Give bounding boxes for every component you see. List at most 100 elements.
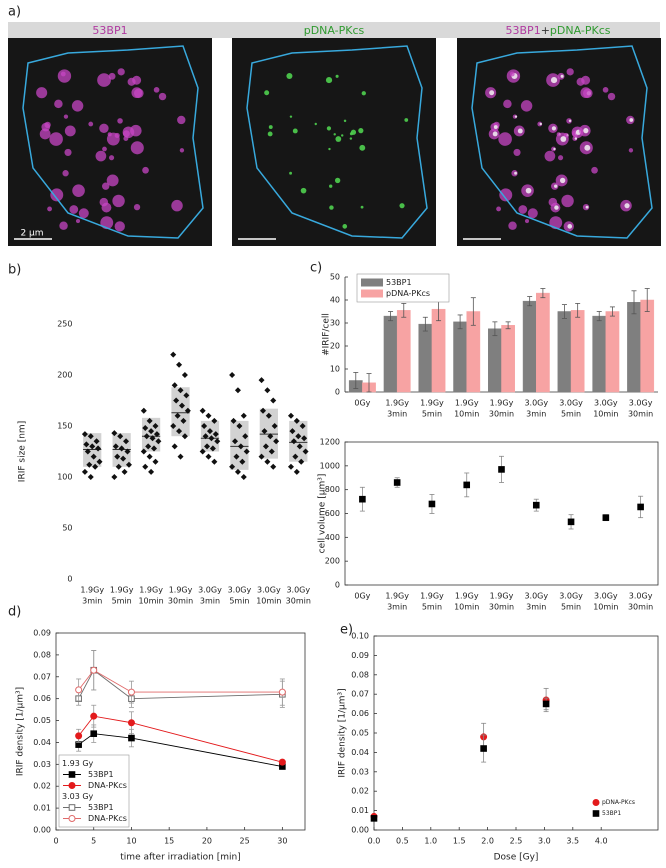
y-tick-label: 0 bbox=[335, 581, 340, 590]
focus bbox=[117, 118, 123, 124]
legend-label: pDNA-PKcs bbox=[386, 289, 430, 298]
x-tick-label: 3.0Gy bbox=[286, 586, 310, 595]
focus bbox=[560, 136, 567, 142]
marker bbox=[115, 463, 122, 470]
marker bbox=[89, 443, 96, 450]
focus bbox=[514, 115, 518, 118]
image-background bbox=[232, 38, 436, 246]
marker bbox=[93, 438, 100, 445]
marker bbox=[239, 458, 246, 465]
x-tick-label: 5min bbox=[229, 597, 249, 606]
focus bbox=[544, 150, 556, 162]
marker bbox=[270, 463, 277, 470]
focus bbox=[268, 125, 273, 129]
marker bbox=[75, 732, 83, 740]
marker bbox=[114, 453, 121, 460]
marker bbox=[267, 433, 274, 440]
focus bbox=[359, 144, 366, 151]
marker bbox=[212, 431, 219, 438]
marker bbox=[199, 448, 206, 455]
marker bbox=[205, 412, 212, 419]
marker bbox=[68, 815, 76, 822]
y-tick-label: 0.06 bbox=[33, 694, 51, 703]
x-tick-label: 5 bbox=[91, 837, 96, 846]
focus bbox=[576, 77, 585, 86]
focus bbox=[335, 74, 339, 78]
cell-outline bbox=[22, 45, 204, 239]
x-axis-label: time after irradiation [min] bbox=[120, 853, 240, 863]
focus bbox=[60, 71, 66, 77]
marker bbox=[428, 500, 436, 508]
focus bbox=[99, 123, 109, 134]
focus bbox=[267, 131, 273, 137]
x-tick-label: 3.0Gy bbox=[629, 592, 653, 601]
focus bbox=[567, 224, 573, 229]
x-tick-label: 3.0Gy bbox=[524, 592, 548, 601]
title-part: + bbox=[541, 24, 550, 37]
focus bbox=[102, 182, 110, 190]
y-tick-label: 0.00 bbox=[33, 826, 51, 835]
panel-label: b) bbox=[8, 263, 21, 278]
bar bbox=[640, 299, 655, 393]
marker bbox=[262, 443, 269, 450]
bar bbox=[501, 325, 515, 393]
marker bbox=[278, 758, 286, 766]
marker bbox=[140, 448, 147, 455]
marker bbox=[176, 361, 183, 368]
bar bbox=[418, 323, 433, 393]
marker bbox=[567, 518, 575, 526]
x-tick-label: 1.9Gy bbox=[110, 586, 134, 595]
y-tick-label: 0.08 bbox=[33, 650, 51, 659]
marker bbox=[87, 433, 94, 440]
x-tick-label: 0.0 bbox=[368, 837, 381, 846]
marker bbox=[171, 382, 178, 389]
focus bbox=[117, 68, 125, 76]
bar bbox=[383, 315, 398, 393]
focus bbox=[88, 121, 94, 127]
x-tick-label: 1.5 bbox=[453, 837, 466, 846]
marker bbox=[264, 387, 271, 394]
x-tick-label: 25 bbox=[240, 837, 250, 846]
panel-label: c) bbox=[310, 261, 322, 276]
x-tick-label: 2.0 bbox=[481, 837, 494, 846]
focus bbox=[513, 148, 521, 157]
bar bbox=[570, 310, 585, 393]
marker bbox=[143, 433, 150, 440]
legend-label: DNA-PKcs bbox=[88, 781, 127, 790]
marker bbox=[155, 438, 162, 445]
marker bbox=[296, 443, 303, 450]
focus bbox=[499, 188, 513, 202]
y-tick-label: 0.09 bbox=[351, 651, 369, 660]
bar bbox=[453, 321, 467, 393]
x-tick-label: 0.5 bbox=[396, 837, 409, 846]
focus bbox=[78, 208, 89, 219]
panel-label: d) bbox=[8, 605, 21, 620]
y-tick-label: 0.01 bbox=[33, 804, 51, 813]
focus bbox=[72, 184, 85, 197]
x-tick-label: 10min bbox=[454, 410, 479, 419]
marker bbox=[180, 417, 187, 424]
marker bbox=[302, 448, 309, 455]
marker bbox=[148, 428, 155, 435]
focus bbox=[36, 87, 48, 99]
marker bbox=[112, 443, 119, 450]
legend-label: pDNA-PKcs bbox=[602, 799, 635, 806]
focus bbox=[551, 126, 557, 131]
marker bbox=[96, 458, 103, 465]
focus bbox=[64, 148, 72, 157]
focus bbox=[349, 137, 353, 140]
marker bbox=[480, 745, 487, 752]
marker bbox=[259, 407, 267, 414]
x-tick-label: 5min bbox=[561, 603, 581, 612]
marker bbox=[171, 443, 178, 450]
marker bbox=[301, 435, 308, 442]
marker bbox=[68, 771, 76, 778]
focus bbox=[607, 92, 616, 101]
marker bbox=[258, 377, 265, 384]
y-tick-label: 0.03 bbox=[351, 767, 369, 776]
y-axis-label: #IRIF/cell bbox=[322, 313, 332, 356]
y-axis-label: cell volume [µm³] bbox=[318, 474, 328, 554]
marker bbox=[208, 435, 215, 442]
marker bbox=[75, 686, 83, 694]
legend-box bbox=[590, 794, 652, 822]
